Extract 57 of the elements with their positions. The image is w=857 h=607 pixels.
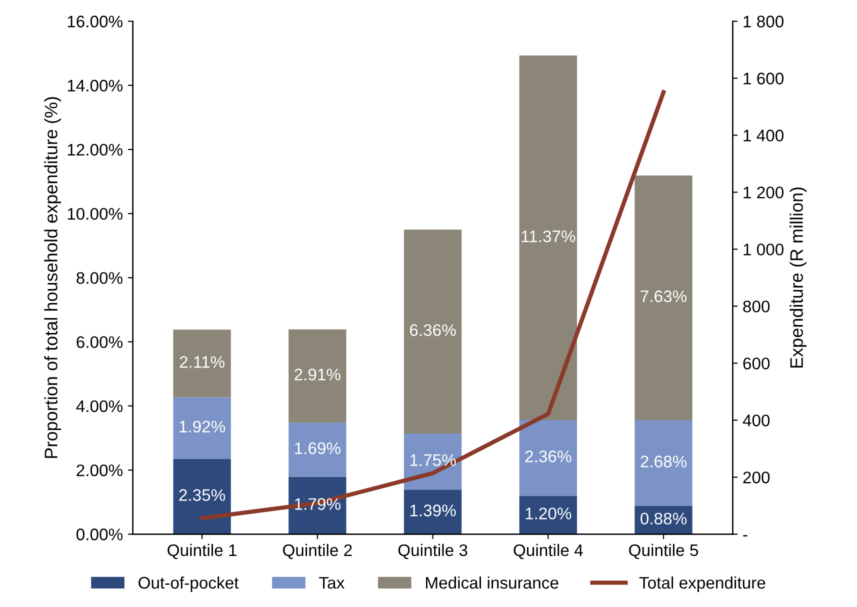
y-tick-label: 12.00% [68,144,123,156]
y-tick-label: 10.00% [68,208,123,220]
x-tick-label: Quintile 5 [629,544,698,560]
data-label: 2.91% [294,368,340,380]
data-label: 1.92% [180,420,226,433]
x-tick-label: Quintile 2 [283,544,352,560]
y2-tick-label: 1 600 [744,72,784,84]
data-label: 11.37% [522,230,576,242]
bar [634,175,692,420]
y2-tick-label: 800 [743,300,770,312]
y-tick-label: 8.00% [76,272,123,284]
bar [288,422,346,477]
data-label: 1.39% [410,504,456,516]
bar [519,496,577,534]
data-label: 2.68% [640,456,687,468]
bar [404,490,462,534]
bar [288,329,346,423]
y2-tick-label: 1 000 [744,244,784,256]
data-label: 0.88% [640,512,687,525]
bar [519,420,577,496]
data-label: 6.36% [410,324,456,336]
data-label: 2.35% [179,489,226,501]
legend-label: Medical insurance [426,576,558,589]
legend-label: Out-of-pocket [138,576,239,592]
x-tick-label: Quintile 3 [398,544,468,560]
legend-label: Total expenditure [639,576,766,592]
bar [634,420,692,506]
bar [173,458,231,534]
y2-tick-label: - [743,535,748,536]
y-tick-label: 16.00% [68,16,123,28]
data-label: 2.36% [525,450,572,462]
y-tick-label: 4.00% [76,400,123,412]
bar [404,230,462,434]
legend-label: Tax [319,577,344,589]
y-tick-label: 0.00% [76,528,123,540]
data-label: 2.11% [180,356,224,368]
y-tick-label: 14.00% [68,80,123,92]
y2-axis-title: Expenditure (R million) [790,188,807,368]
y-tick-label: 6.00% [76,336,123,348]
y2-tick-label: 400 [742,414,770,426]
y2-tick-label: 200 [743,472,770,484]
bar [173,397,231,459]
y2-tick-label: 600 [743,358,770,370]
y-tick-label: 2.00% [76,464,123,476]
data-label: 1.20% [526,508,572,520]
data-label: 1.69% [295,442,340,454]
x-tick-label: Quintile 1 [168,544,236,560]
data-label: 7.63% [640,290,687,302]
y2-tick-label: 1 800 [744,16,784,28]
data-label: 1.75% [410,454,456,466]
y2-tick-label: 1 200 [744,186,784,198]
x-tick-label: Quintile 4 [514,544,583,560]
y2-tick-label: 1 400 [744,130,784,142]
data-label: 1.79% [295,498,340,510]
bar [173,330,231,398]
bar [519,56,577,420]
y-axis-title: Proportion of total household expenditure (%) [44,97,62,458]
